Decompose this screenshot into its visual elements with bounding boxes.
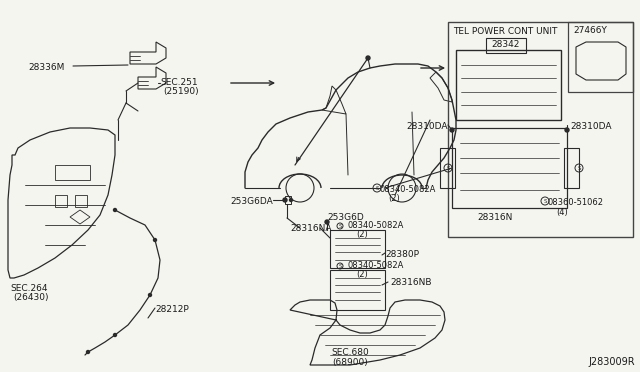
Bar bbox=[285, 196, 291, 204]
Text: (2): (2) bbox=[388, 194, 400, 203]
Circle shape bbox=[148, 294, 152, 296]
Bar bbox=[75, 195, 87, 207]
Text: TEL POWER CONT UNIT: TEL POWER CONT UNIT bbox=[453, 27, 557, 36]
Text: 253G6DA: 253G6DA bbox=[230, 197, 273, 206]
Text: (25190): (25190) bbox=[163, 87, 198, 96]
Bar bbox=[330, 270, 385, 310]
Text: SEC.264: SEC.264 bbox=[10, 284, 47, 293]
Text: 28310DA: 28310DA bbox=[406, 122, 448, 131]
Circle shape bbox=[154, 238, 157, 241]
Text: 28342: 28342 bbox=[491, 40, 520, 49]
Text: 28316NB: 28316NB bbox=[390, 278, 431, 287]
Text: S: S bbox=[543, 199, 547, 203]
Text: 28336M: 28336M bbox=[28, 63, 65, 72]
Bar bbox=[564, 148, 579, 188]
Text: S: S bbox=[375, 186, 379, 190]
Text: SEC.251: SEC.251 bbox=[160, 78, 198, 87]
Circle shape bbox=[289, 199, 292, 202]
Bar bbox=[486, 38, 526, 53]
Text: (68900): (68900) bbox=[332, 358, 368, 367]
Bar bbox=[568, 22, 633, 92]
Text: S: S bbox=[577, 166, 580, 170]
Text: 08340-5082A: 08340-5082A bbox=[348, 261, 404, 270]
Text: S: S bbox=[339, 263, 342, 269]
Text: 08340-5082A: 08340-5082A bbox=[380, 185, 436, 194]
Text: (2): (2) bbox=[356, 270, 368, 279]
Text: (26430): (26430) bbox=[13, 293, 49, 302]
Bar bbox=[440, 148, 455, 188]
Bar bbox=[55, 165, 90, 180]
Text: 253G6D: 253G6D bbox=[327, 213, 364, 222]
Circle shape bbox=[113, 334, 116, 337]
Text: SEC.680: SEC.680 bbox=[331, 348, 369, 357]
Bar bbox=[452, 128, 567, 208]
Text: J283009R: J283009R bbox=[588, 357, 635, 367]
Circle shape bbox=[86, 350, 90, 353]
Bar bbox=[330, 230, 385, 268]
Circle shape bbox=[113, 208, 116, 212]
Text: 28380P: 28380P bbox=[385, 250, 419, 259]
Bar bbox=[448, 22, 633, 237]
Text: S: S bbox=[446, 166, 450, 170]
Circle shape bbox=[565, 128, 569, 132]
Text: 28310DA: 28310DA bbox=[570, 122, 611, 131]
Circle shape bbox=[283, 198, 287, 202]
Text: 08360-51062: 08360-51062 bbox=[548, 198, 604, 207]
Text: 28212P: 28212P bbox=[155, 305, 189, 314]
Circle shape bbox=[366, 56, 370, 60]
Text: (4): (4) bbox=[556, 208, 568, 217]
Text: 28316N: 28316N bbox=[477, 213, 513, 222]
Text: 28316NA: 28316NA bbox=[290, 224, 332, 233]
Text: S: S bbox=[339, 224, 342, 228]
Circle shape bbox=[325, 220, 329, 224]
Text: 08340-5082A: 08340-5082A bbox=[348, 221, 404, 230]
Circle shape bbox=[450, 128, 454, 132]
Bar bbox=[456, 50, 561, 120]
Bar bbox=[55, 195, 67, 207]
Text: 27466Y: 27466Y bbox=[573, 26, 607, 35]
Text: (2): (2) bbox=[356, 230, 368, 239]
